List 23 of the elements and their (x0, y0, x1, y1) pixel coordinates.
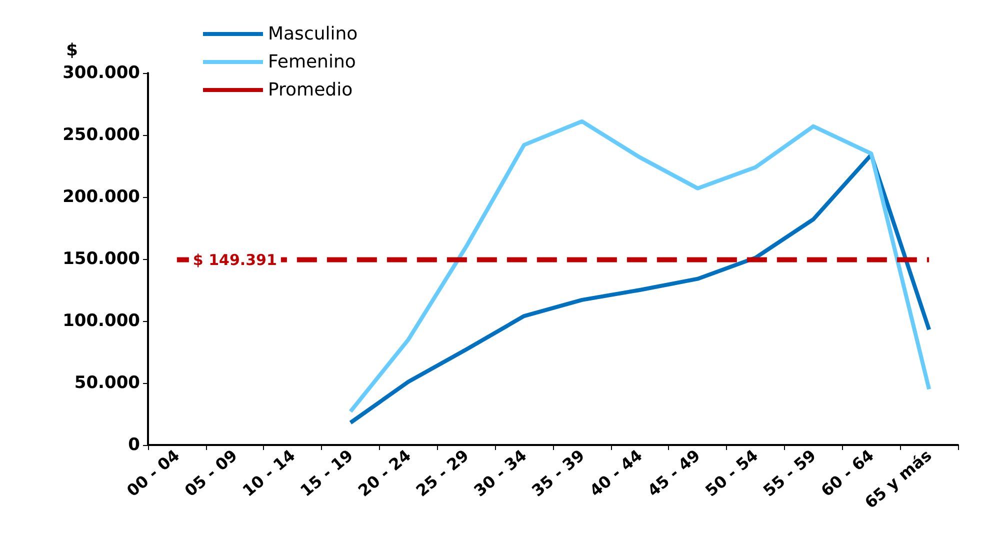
y-tick-label: 200.000 (62, 187, 140, 207)
data-label: $ 149.391 (192, 250, 277, 269)
x-tick-label: 05 - 09 (180, 446, 241, 500)
x-tick-label: 15 - 19 (296, 446, 357, 500)
x-tick-label: 45 - 49 (644, 446, 704, 500)
x-tick-label: 55 - 59 (760, 446, 820, 500)
legend-label: Femenino (268, 52, 356, 72)
legend-label: Masculino (268, 24, 358, 44)
x-tick-label: 35 - 39 (528, 446, 588, 500)
y-tick-label: 100.000 (62, 311, 140, 331)
y-tick-label: 150.000 (62, 249, 140, 269)
x-tick-label: 50 - 54 (702, 446, 762, 500)
x-tick-label: 25 - 29 (412, 446, 472, 500)
x-tick-label: 10 - 14 (238, 446, 299, 500)
legend-label: Promedio (268, 80, 353, 100)
y-tick-label: 250.000 (62, 125, 140, 145)
x-tick-label: 40 - 44 (586, 446, 646, 500)
y-tick-label: 50.000 (74, 373, 140, 393)
y-axis-title: $ (66, 40, 78, 60)
x-tick-label: 30 - 34 (470, 446, 530, 500)
y-tick-label: 300.000 (62, 63, 140, 83)
y-tick-label: 0 (128, 435, 140, 455)
x-tick-label: 20 - 24 (354, 446, 414, 500)
